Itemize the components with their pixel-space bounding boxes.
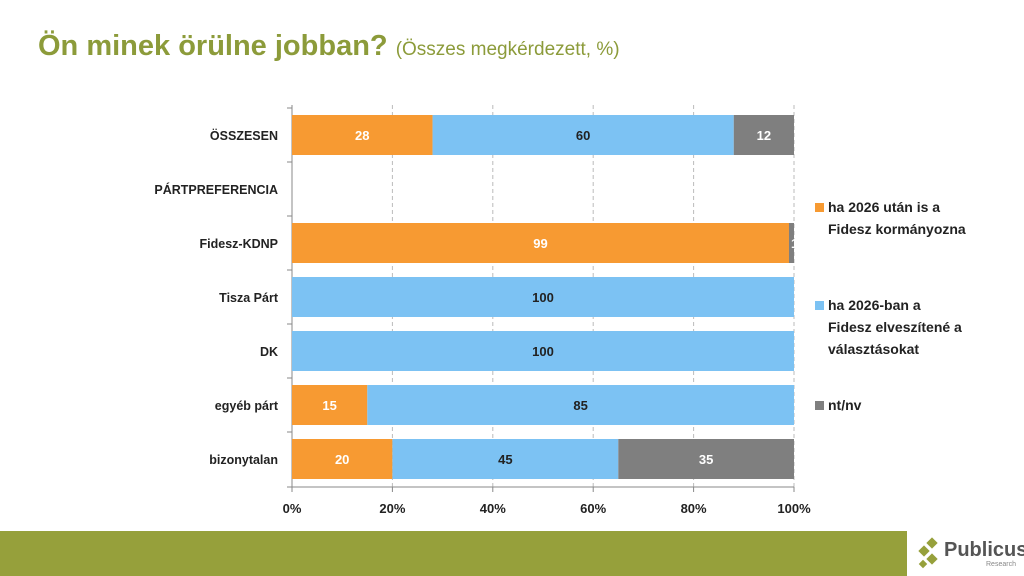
x-tick-label: 40% xyxy=(480,501,506,516)
data-label: 20 xyxy=(335,452,349,467)
bar-segment xyxy=(292,277,794,317)
data-label: 45 xyxy=(498,452,512,467)
bar-segment xyxy=(292,385,368,425)
legend-swatch xyxy=(815,203,824,212)
legend-label: ha 2026-ban a Fidesz elveszítené a válas… xyxy=(828,297,962,357)
category-label: ÖSSZESEN xyxy=(210,128,278,143)
x-tick-label: 0% xyxy=(283,501,302,516)
legend-item-ntnv: nt/nv xyxy=(815,394,968,416)
legend-item-fidesz-loses: ha 2026-ban a Fidesz elveszítené a válas… xyxy=(815,294,968,360)
bar-segment xyxy=(788,223,794,263)
category-label: DK xyxy=(260,345,278,359)
data-label: 60 xyxy=(576,128,590,143)
data-label: 99 xyxy=(533,236,547,251)
bar-segment xyxy=(292,439,393,479)
footer-bar xyxy=(0,531,907,576)
subtitle: (Összes megkérdezett, %) xyxy=(395,39,620,60)
bar-segment xyxy=(432,115,734,155)
category-label: PÁRTPREFERENCIA xyxy=(154,182,278,197)
data-label: 12 xyxy=(757,128,771,143)
x-tick-label: 80% xyxy=(681,501,707,516)
legend-label: nt/nv xyxy=(828,397,862,413)
data-label: 28 xyxy=(355,128,369,143)
data-label: 100 xyxy=(532,290,554,305)
data-label: 100 xyxy=(532,344,554,359)
bar-segment xyxy=(292,331,794,371)
x-tick-label: 20% xyxy=(379,501,405,516)
x-tick-label: 100% xyxy=(777,501,811,516)
category-label: egyéb párt xyxy=(215,399,279,413)
data-label: 15 xyxy=(322,398,336,413)
bar-segment xyxy=(292,115,433,155)
logo-icon xyxy=(918,537,938,569)
category-label: Tisza Párt xyxy=(219,291,279,305)
bar-segment xyxy=(292,223,789,263)
legend-item-fidesz-stays: ha 2026 után is a Fidesz kormányozna xyxy=(815,196,968,240)
data-label: 85 xyxy=(573,398,587,413)
bar-segment xyxy=(618,439,794,479)
logo-word: Publicus xyxy=(944,539,1024,561)
category-label: Fidesz-KDNP xyxy=(200,237,278,251)
publicus-logo: Publicus Research xyxy=(916,537,1024,573)
category-label: bizonytalan xyxy=(209,453,278,467)
legend-swatch xyxy=(815,301,824,310)
bar-segment xyxy=(367,385,794,425)
x-tick-label: 60% xyxy=(580,501,606,516)
legend-label: ha 2026 után is a Fidesz kormányozna xyxy=(828,199,966,237)
bar-segment xyxy=(392,439,619,479)
data-label: 35 xyxy=(699,452,713,467)
page-title: Ön minek örülne jobban? (Összes megkérde… xyxy=(38,30,620,63)
logo-sub: Research xyxy=(986,561,1016,568)
legend-swatch xyxy=(815,401,824,410)
bar-segment xyxy=(733,115,794,155)
title-text: Ön minek örülne jobban? xyxy=(38,30,388,62)
data-label: 1 xyxy=(791,236,798,251)
